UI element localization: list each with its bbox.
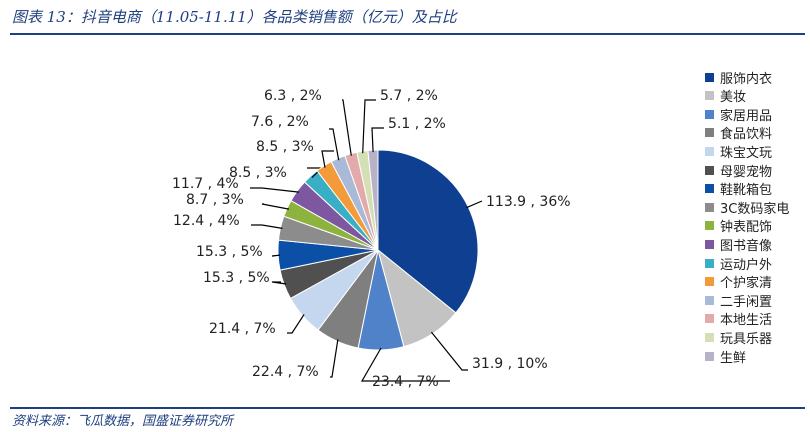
legend-swatch [705,184,714,194]
legend-swatch [705,351,714,361]
legend-label: 珠宝文玩 [720,145,773,161]
data-label: 5.7 , 2% [380,88,438,104]
leader-line [261,203,290,210]
legend-label: 服饰内衣 [720,71,773,87]
leader-line [287,314,305,334]
leader-line [321,150,334,168]
legend-item: 个护家清 [705,273,772,291]
legend-label: 3C数码家电 [720,201,790,217]
leader-line [271,254,281,257]
legend-label: 个护家清 [720,276,773,292]
title-divider [10,33,805,35]
legend-item: 图书音像 [705,235,773,254]
leader-line [430,331,468,371]
leader-line [330,339,339,378]
legend-item: 二手闲置 [705,291,773,310]
legend-item: 玩具乐器 [705,328,773,347]
legend-label: 钟表配饰 [720,220,773,236]
legend-swatch [705,202,714,212]
legend-item: 3C数码家电 [705,198,790,217]
legend-label: 美妆 [720,90,747,106]
chart-legend: 服饰内衣美妆家居用品食品饮料珠宝文玩母婴宠物鞋靴箱包 3C数码家电 钟表配饰图书音像… [695,64,805,388]
legend-swatch [705,165,714,175]
legend-item: 本地生活 [705,310,772,328]
data-label: 11.7 , 4% [172,176,239,192]
legend-label: 母婴宠物 [720,164,773,180]
legend-item: 鞋靴箱包 [705,180,772,198]
data-label: 15.3 , 5% [203,270,270,286]
leader-line [466,200,483,209]
legend-item: 美妆 [705,87,746,105]
legend-item: 生鲜 [705,347,747,366]
data-label: 113.9 , 36% [486,194,571,210]
legend-label: 运动户外 [720,257,773,273]
legend-item: 服饰内衣 [705,68,773,87]
data-label: 12.4 , 4% [173,213,240,229]
data-label: 22.4 , 7% [252,364,319,380]
legend-label: 本地生活 [720,313,773,329]
legend-label: 鞋靴箱包 [720,183,773,199]
legend-label: 二手闲置 [720,294,773,310]
legend-swatch [705,128,714,138]
legend-label: 生鲜 [720,350,747,366]
leader-line [360,347,450,382]
legend-label: 家居用品 [720,108,773,124]
legend-swatch [705,91,714,101]
figure-title: 图表 13：抖音电商（11.05-11.11）各品类销售额（亿元）及占比 [12,8,457,26]
data-label: 8.5 , 3% [256,139,314,155]
legend-swatch [705,72,714,82]
data-label: 7.6 , 2% [251,114,309,130]
legend-item: 母婴宠物 [705,161,773,180]
leader-line [251,224,283,229]
legend-swatch [705,332,714,342]
source-note: 资料来源：飞瓜数据，国盛证券研究所 [12,414,234,429]
data-label: 23.4 , 7% [372,374,439,390]
data-label: 31.9 , 10% [472,356,548,372]
leader-line [250,187,299,193]
legend-label: 食品饮料 [720,127,773,143]
legend-swatch [705,314,714,324]
legend-item: 食品饮料 [705,124,772,142]
legend-item: 珠宝文玩 [705,142,773,161]
legend-swatch [705,239,714,249]
data-label: 6.3 , 2% [264,88,322,104]
leader-line [342,99,352,156]
legend-swatch [705,277,714,287]
legend-swatch [705,146,714,156]
data-label: 8.7 , 3% [186,192,244,208]
legend-item: 家居用品 [705,105,773,124]
data-label: 21.4 , 7% [209,321,276,337]
legend-item: 运动户外 [705,254,773,273]
source-divider [10,407,805,409]
legend-swatch [705,109,714,119]
legend-swatch [705,295,714,305]
leader-line [371,127,384,153]
data-label: 8.5 , 3% [229,165,287,181]
legend-swatch [705,221,714,231]
legend-item: 钟表配饰 [705,217,772,235]
data-label: 15.3 , 5% [196,244,263,260]
legend-swatch [705,258,714,268]
leader-line [271,281,287,285]
leader-line [329,128,340,161]
data-label: 5.1 , 2% [388,116,446,132]
leader-line [362,99,376,154]
legend-label: 图书音像 [720,238,773,254]
legend-label: 玩具乐器 [720,331,773,347]
